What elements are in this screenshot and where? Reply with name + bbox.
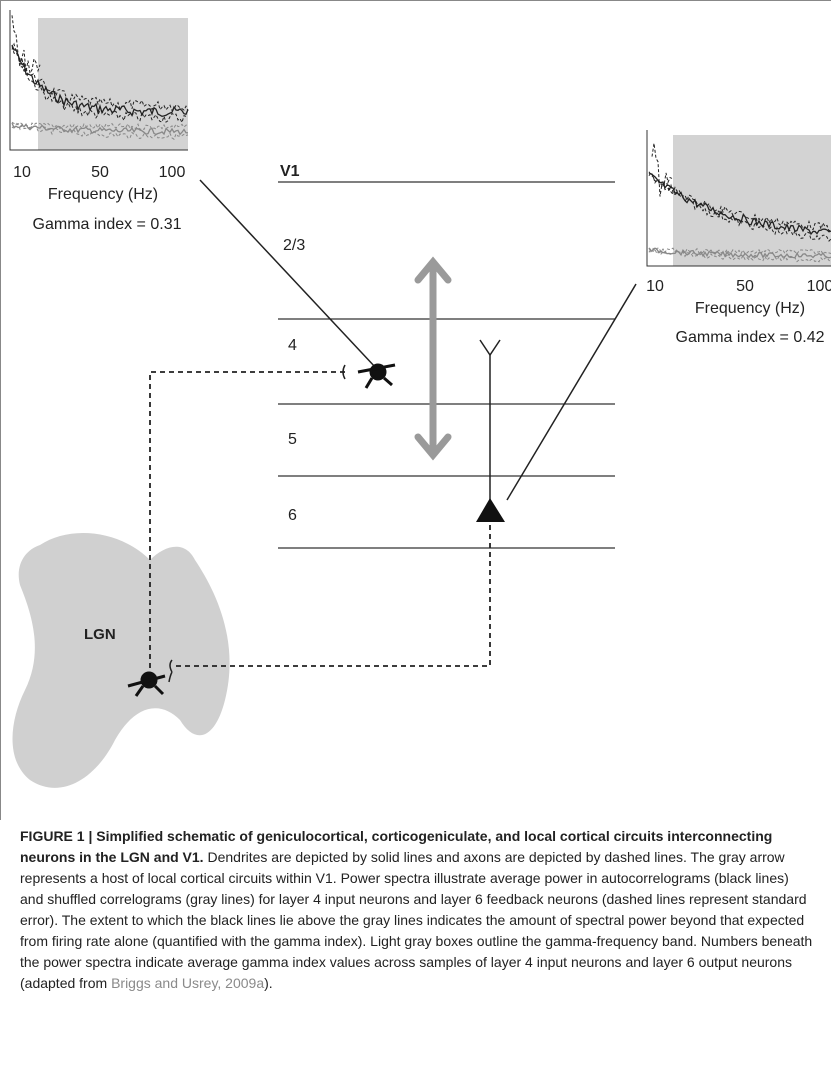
tick-label: 100 <box>159 164 186 181</box>
page: LGN V1 2/3 4 5 6 <box>0 0 831 1082</box>
layer-label: 5 <box>288 431 297 448</box>
figure: LGN V1 2/3 4 5 6 <box>0 0 831 820</box>
layer-label: 2/3 <box>283 237 305 254</box>
layer-label: 6 <box>288 507 297 524</box>
tick-label: 100 <box>807 278 831 295</box>
caption-text: Dendrites are depicted by solid lines an… <box>20 849 812 991</box>
layer-label: 4 <box>288 337 297 354</box>
power-spectrum: 10 50 100 Frequency (Hz) Gamma index = 0… <box>10 10 188 233</box>
lgn-label: LGN <box>84 626 116 643</box>
lgn-region <box>13 533 230 788</box>
axis-label: Frequency (Hz) <box>48 186 158 203</box>
dendrites <box>169 180 636 682</box>
layer6-neuron <box>476 498 505 522</box>
citation-link[interactable]: Briggs and Usrey, 2009a <box>111 975 264 991</box>
gamma-index: Gamma index = 0.31 <box>33 216 182 233</box>
tick-label: 50 <box>736 278 754 295</box>
caption: FIGURE 1 | Simplified schematic of genic… <box>20 826 815 994</box>
tick-label: 50 <box>91 164 109 181</box>
tick-label: 10 <box>646 278 664 295</box>
gamma-index: Gamma index = 0.42 <box>676 329 825 346</box>
axis-label: Frequency (Hz) <box>695 300 805 317</box>
layer-lines <box>278 182 615 548</box>
gamma-band <box>673 135 831 266</box>
layer4-neuron <box>358 365 395 388</box>
spectrum-trace <box>12 15 40 73</box>
v1-label: V1 <box>280 163 300 180</box>
power-spectrum: 10 50 100 Frequency (Hz) Gamma index = 0… <box>646 130 831 346</box>
tick-label: 10 <box>13 164 31 181</box>
local-circuit-arrow <box>418 262 448 455</box>
caption-end: ). <box>264 975 273 991</box>
